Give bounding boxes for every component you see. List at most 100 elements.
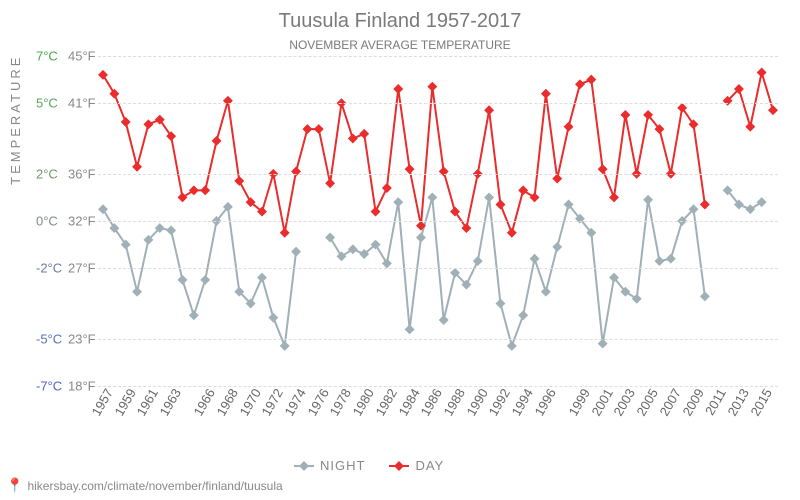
series-marker-day — [552, 174, 562, 184]
series-marker-day — [302, 124, 312, 134]
ytick-celsius: -7°C — [36, 379, 62, 394]
xtick-year: 1994 — [509, 386, 530, 415]
ytick-celsius: 0°C — [36, 214, 58, 229]
series-marker-night — [598, 339, 608, 349]
series-marker-day — [314, 124, 324, 134]
xtick-year: 1982 — [372, 386, 393, 415]
series-marker-night — [666, 254, 676, 264]
legend-swatch-night — [294, 465, 314, 467]
series-marker-day — [280, 228, 290, 238]
series-marker-night — [337, 251, 347, 261]
series-marker-day — [541, 89, 551, 99]
series-marker-day — [109, 89, 119, 99]
series-marker-night — [178, 275, 188, 285]
ytick-celsius: -5°C — [36, 331, 62, 346]
attribution-text: hikersbay.com/climate/november/finland/t… — [27, 479, 282, 493]
gridline — [98, 386, 778, 387]
xtick-year: 1996 — [531, 386, 552, 415]
gridline — [98, 56, 778, 57]
series-marker-night — [654, 256, 664, 266]
series-marker-day — [234, 176, 244, 186]
gridline — [98, 103, 778, 104]
map-pin-icon: 📍 — [6, 477, 23, 494]
series-marker-day — [143, 119, 153, 129]
chart-title: Tuusula Finland 1957-2017 — [0, 10, 800, 33]
series-marker-day — [200, 185, 210, 195]
xtick-year: 1959 — [111, 386, 132, 415]
series-marker-night — [280, 341, 290, 351]
y-axis-label: TEMPERATURE — [8, 55, 23, 185]
series-marker-night — [268, 313, 278, 323]
xtick-year: 1984 — [395, 386, 416, 415]
series-marker-night — [484, 192, 494, 202]
ytick-fahrenheit: 36°F — [68, 166, 96, 181]
series-marker-day — [507, 228, 517, 238]
series-marker-day — [768, 105, 778, 115]
series-marker-day — [98, 70, 108, 80]
series-marker-night — [348, 244, 358, 254]
series-marker-day — [700, 200, 710, 210]
xtick-year: 1968 — [213, 386, 234, 415]
xtick-year: 1999 — [565, 386, 586, 415]
series-marker-day — [427, 82, 437, 92]
xtick-year: 2015 — [747, 386, 768, 415]
xtick-year: 1961 — [134, 386, 155, 415]
ytick-celsius: 7°C — [36, 49, 58, 64]
legend-item-day: DAY — [389, 458, 444, 473]
chart-subtitle: NOVEMBER AVERAGE TEMPERATURE — [0, 38, 800, 52]
xtick-year: 2007 — [656, 386, 677, 415]
legend: NIGHT DAY — [294, 458, 444, 473]
ytick-fahrenheit: 41°F — [68, 96, 96, 111]
plot-area: -7°C18°F-5°C23°F-2°C27°F0°C32°F2°C36°F5°… — [98, 56, 778, 386]
series-marker-night — [507, 341, 517, 351]
ytick-celsius: 2°C — [36, 166, 58, 181]
series-marker-night — [325, 233, 335, 243]
series-line-day — [103, 75, 705, 233]
series-marker-night — [745, 204, 755, 214]
series-line-day — [728, 73, 773, 127]
series-marker-night — [405, 324, 415, 334]
series-marker-day — [325, 178, 335, 188]
series-marker-day — [178, 192, 188, 202]
series-marker-day — [564, 122, 574, 132]
series-marker-night — [757, 197, 767, 207]
series-marker-night — [382, 258, 392, 268]
xtick-year: 1986 — [418, 386, 439, 415]
xtick-year: 1992 — [486, 386, 507, 415]
series-marker-day — [382, 183, 392, 193]
series-marker-day — [189, 185, 199, 195]
series-marker-day — [484, 105, 494, 115]
series-marker-night — [98, 204, 108, 214]
series-marker-day — [405, 164, 415, 174]
series-marker-day — [393, 84, 403, 94]
gridline — [98, 339, 778, 340]
xtick-year: 1980 — [350, 386, 371, 415]
xtick-year: 2003 — [611, 386, 632, 415]
ytick-fahrenheit: 23°F — [68, 331, 96, 346]
series-marker-night — [166, 225, 176, 235]
gridline — [98, 268, 778, 269]
series-marker-day — [620, 110, 630, 120]
xtick-year: 2005 — [634, 386, 655, 415]
series-marker-day — [575, 79, 585, 89]
series-marker-day — [496, 200, 506, 210]
ytick-fahrenheit: 18°F — [68, 379, 96, 394]
xtick-year: 2013 — [724, 386, 745, 415]
series-marker-day — [371, 207, 381, 217]
series-marker-night — [132, 287, 142, 297]
series-marker-night — [291, 247, 301, 257]
series-marker-day — [586, 75, 596, 85]
series-line-night — [330, 197, 705, 345]
series-marker-day — [598, 164, 608, 174]
ytick-celsius: 5°C — [36, 96, 58, 111]
series-marker-day — [291, 167, 301, 177]
series-marker-day — [530, 192, 540, 202]
xtick-year: 1963 — [157, 386, 178, 415]
ytick-fahrenheit: 27°F — [68, 261, 96, 276]
series-marker-night — [496, 299, 506, 309]
series-marker-night — [700, 291, 710, 301]
series-marker-day — [212, 136, 222, 146]
series-marker-day — [439, 167, 449, 177]
series-marker-night — [552, 242, 562, 252]
legend-swatch-day — [389, 465, 409, 467]
